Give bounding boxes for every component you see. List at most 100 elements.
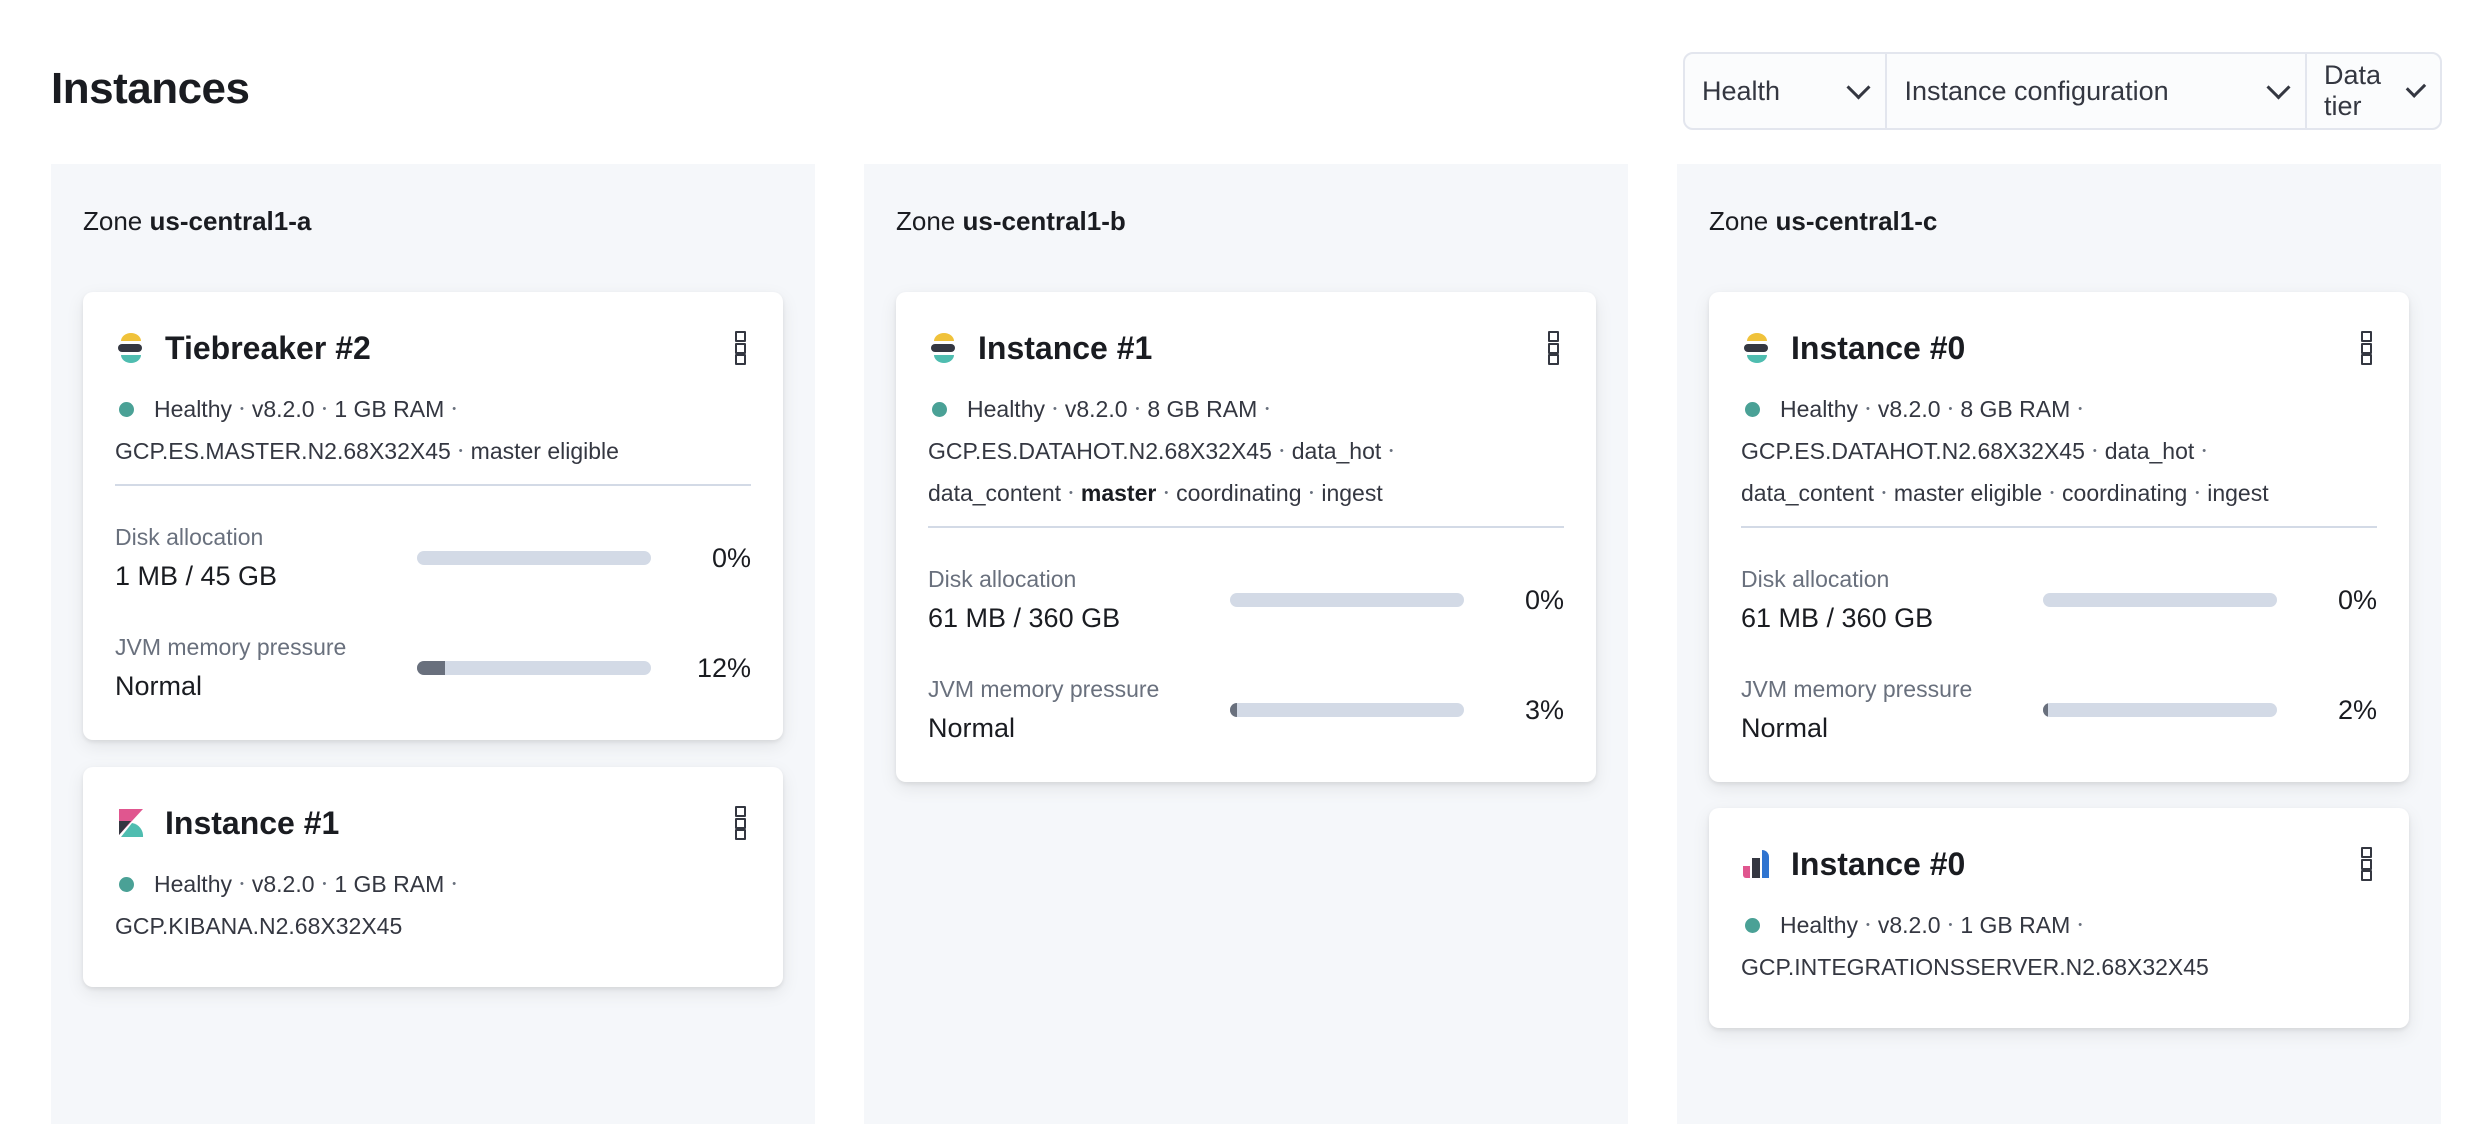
separator-dot: •: [1948, 919, 1953, 931]
meta-tag: 8 GB RAM: [1960, 395, 2071, 422]
health-status-icon: [1745, 401, 1760, 417]
meta-line: GCP.ES.DATAHOT.N2.68X32X45 • data_hot •: [928, 430, 1564, 472]
metric-label: JVM memory pressure: [1741, 676, 1973, 702]
instance-title[interactable]: Instance #1: [978, 329, 1153, 366]
separator-dot: •: [452, 403, 457, 415]
instance-meta: Healthy • v8.2.0 • 1 GB RAM • GCP.INTEGRATIONS…: [1741, 904, 2377, 988]
meta-line: Healthy • v8.2.0 • 1 GB RAM •: [115, 388, 751, 430]
data-tier-filter[interactable]: Data tier: [2304, 54, 2440, 128]
metric-text: JVM memory pressure Normal: [1741, 676, 2043, 744]
meta-tag: data_hot: [2104, 437, 2195, 464]
health-status: Healthy: [1780, 911, 1858, 938]
meta-tag: v8.2.0: [1877, 911, 1941, 938]
zone-label: Zone us-central1-a: [83, 206, 311, 237]
meta-line: GCP.ES.DATAHOT.N2.68X32X45 • data_hot •: [1741, 430, 2377, 472]
metric-label: JVM memory pressure: [115, 634, 347, 660]
elasticsearch-icon: [1741, 332, 1773, 364]
progress-bar-fill: [1230, 703, 1238, 717]
separator-dot: •: [2050, 487, 2055, 499]
separator-dot: •: [1948, 403, 1953, 415]
zone-name: us-central1-b: [962, 206, 1126, 236]
instance-title[interactable]: Instance #0: [1791, 845, 1966, 882]
filter-label: Instance configuration: [1904, 75, 2169, 106]
more-actions-icon[interactable]: [734, 806, 746, 840]
separator-dot: •: [2092, 445, 2097, 457]
metric-percent: 0%: [711, 542, 751, 573]
health-status-icon: [1745, 917, 1760, 933]
metric-value: Normal: [1741, 713, 1829, 743]
meta-tag: v8.2.0: [251, 870, 315, 897]
meta-tag: 8 GB RAM: [1147, 395, 1258, 422]
health-status: Healthy: [154, 395, 232, 422]
metric-percent: 3%: [1524, 694, 1564, 725]
more-actions-icon[interactable]: [1547, 331, 1559, 365]
metric-label: Disk allocation: [1741, 566, 1890, 592]
more-actions-icon[interactable]: [734, 331, 746, 365]
instance-title[interactable]: Tiebreaker #2: [165, 329, 371, 366]
health-filter[interactable]: Health: [1685, 54, 1885, 128]
more-actions-icon[interactable]: [2360, 331, 2372, 365]
progress-bar: [417, 661, 651, 675]
progress-bar: [2043, 593, 2277, 607]
separator-dot: •: [2202, 445, 2207, 457]
metric-label: Disk allocation: [115, 524, 264, 550]
chevron-down-icon: [2406, 76, 2427, 98]
separator-dot: •: [322, 878, 327, 890]
zone-label: Zone us-central1-b: [896, 206, 1126, 237]
metric-value: Normal: [115, 671, 203, 701]
health-status: Healthy: [1780, 395, 1858, 422]
instance-card: Instance #1 Healthy • v8.2.0 • 8 GB RAM • GCP.E…: [896, 292, 1596, 782]
meta-tag: GCP.INTEGRATIONSSERVER.N2.68X32X45: [1741, 953, 2209, 980]
instance-meta: Healthy • v8.2.0 • 1 GB RAM • GCP.KIBANA.N2.68…: [115, 863, 751, 947]
elasticsearch-icon: [115, 332, 147, 364]
separator-dot: •: [1309, 487, 1314, 499]
separator-dot: •: [2078, 403, 2083, 415]
metric-value: 1 MB / 45 GB: [115, 561, 278, 591]
meta-tag: v8.2.0: [1064, 395, 1128, 422]
page-title: Instances: [51, 64, 250, 113]
meta-line: Healthy • v8.2.0 • 8 GB RAM •: [928, 388, 1564, 430]
progress-bar: [1230, 593, 1464, 607]
zone-name: us-central1-c: [1775, 206, 1938, 236]
metric-text: Disk allocation 1 MB / 45 GB: [115, 524, 417, 592]
metric-label: Disk allocation: [928, 566, 1077, 592]
filter-label: Data tier: [2323, 60, 2381, 121]
health-status: Healthy: [967, 395, 1045, 422]
metric-percent: 0%: [1524, 584, 1564, 615]
instance-title[interactable]: Instance #0: [1791, 329, 1966, 366]
instance-card: Tiebreaker #2 Healthy • v8.2.0 • 1 GB RAM • GCP…: [83, 292, 783, 740]
meta-line: GCP.ES.MASTER.N2.68X32X45 • master eligibl…: [115, 430, 751, 472]
meta-tag: master eligible: [1893, 479, 2043, 506]
separator-dot: •: [239, 878, 244, 890]
instance-meta: Healthy • v8.2.0 • 8 GB RAM • GCP.ES.DATAHOT.N…: [1741, 388, 2377, 514]
zone-column: Zone us-central1-c Instance #0 Healthy • v8.…: [1677, 164, 2441, 1124]
chevron-down-icon: [2266, 74, 2291, 100]
health-status-icon: [119, 401, 134, 417]
separator-dot: •: [1882, 487, 1886, 499]
more-actions-icon[interactable]: [2360, 847, 2372, 881]
separator-dot: •: [1389, 445, 1394, 457]
meta-tag: GCP.ES.DATAHOT.N2.68X32X45: [928, 437, 1272, 464]
progress-bar-fill: [2043, 703, 2048, 717]
disk-allocation-metric: Disk allocation 61 MB / 360 GB 0%: [928, 564, 1564, 636]
meta-tag: 1 GB RAM: [334, 395, 445, 422]
progress-bar: [1230, 703, 1464, 717]
meta-tag: coordinating: [1176, 479, 1302, 506]
jvm-memory-metric: JVM memory pressure Normal 3%: [928, 674, 1564, 746]
meta-line: Healthy • v8.2.0 • 1 GB RAM •: [115, 863, 751, 905]
instance-title[interactable]: Instance #1: [165, 804, 340, 841]
instance-meta: Healthy • v8.2.0 • 1 GB RAM • GCP.ES.MASTER.N2…: [115, 388, 751, 472]
instance-card: Instance #0 Healthy • v8.2.0 • 8 GB RAM • GCP.E…: [1709, 292, 2409, 782]
metric-percent: 12%: [696, 652, 751, 683]
separator-dot: •: [239, 403, 244, 415]
instance-configuration-filter[interactable]: Instance configuration: [1885, 54, 2305, 128]
jvm-memory-metric: JVM memory pressure Normal 2%: [1741, 674, 2377, 746]
kibana-icon: [115, 807, 147, 839]
metric-value: 61 MB / 360 GB: [928, 603, 1121, 633]
zone-label: Zone us-central1-c: [1709, 206, 1937, 237]
disk-allocation-metric: Disk allocation 1 MB / 45 GB 0%: [115, 522, 751, 594]
progress-bar: [417, 551, 651, 565]
instance-card: Instance #0 Healthy • v8.2.0 • 1 GB RAM • GCP.I…: [1709, 808, 2409, 1028]
meta-line: Healthy • v8.2.0 • 8 GB RAM •: [1741, 388, 2377, 430]
meta-tag: master eligible: [470, 437, 619, 464]
